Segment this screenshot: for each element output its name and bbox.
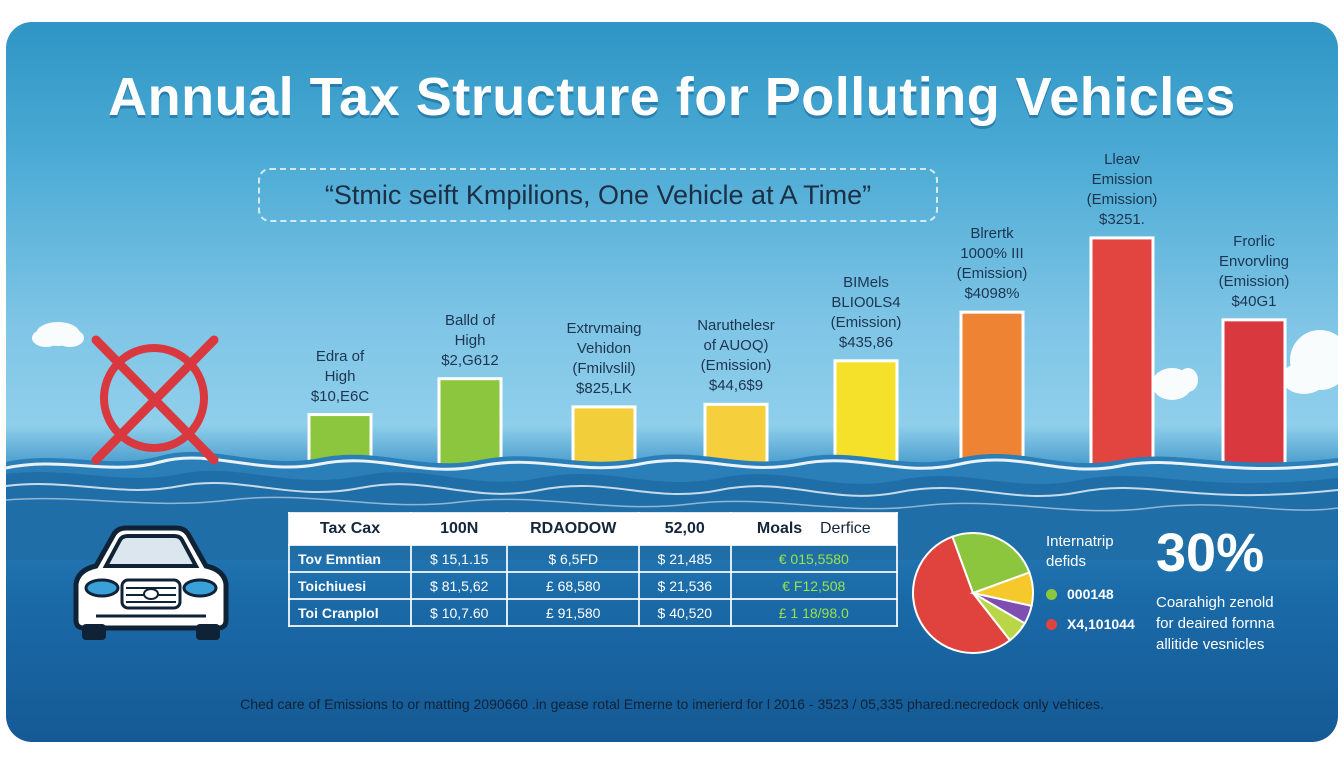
bar-label-line: Extrvmaing: [566, 319, 642, 337]
bar-label-line: (Emission): [830, 313, 902, 331]
legend-label: 000148: [1067, 586, 1114, 602]
bar-label-5: BIMels BLIO0LS4 (Emission) $435,86: [791, 273, 941, 353]
bar-label-7: Lleav Emission (Emission) $3251.: [1047, 150, 1197, 230]
pie-slice-1: [912, 535, 1012, 654]
bar-label-line: Vehidon: [576, 339, 632, 357]
legend-label: X4,101044: [1067, 616, 1135, 632]
bar-label-line: Balld of: [444, 311, 496, 329]
bar-label-line: Lleav: [1104, 150, 1140, 168]
page-title: Annual Tax Structure for Polluting Vehic…: [108, 67, 1236, 127]
table-cell: Toi Cranplol: [288, 598, 412, 627]
table-header-cell: 52,00: [638, 512, 732, 546]
highlight-caption-line: for deaired fornna: [1156, 615, 1275, 632]
bar-label-line: Emission: [1091, 170, 1153, 188]
prohibited-icon: [91, 335, 219, 465]
table-header-cell: RDAODOW: [506, 512, 641, 546]
legend-heading: defids: [1046, 553, 1087, 570]
table-cell: $ 21,485: [638, 544, 732, 573]
bar-label-1: Edra of High $10,E6C: [265, 347, 415, 407]
bar-label-2: Balld of High $2,G612: [395, 311, 545, 371]
bar-8: [1221, 318, 1287, 478]
highlight-caption-line: allitide vesnicles: [1156, 636, 1265, 653]
bar-label-line: $825,LK: [576, 379, 632, 397]
highlight-percentage: 30%: [1156, 523, 1265, 583]
highlight-caption: Coarahigh zenold for deaired fornna alli…: [1156, 592, 1274, 655]
bar-label-line: $2,G612: [441, 351, 499, 369]
car-icon: [73, 525, 229, 640]
bar-label-line: $3251.: [1099, 210, 1145, 228]
bar-label-line: Frorlic: [1233, 232, 1275, 250]
bar-label-line: Naruthelesr: [697, 317, 775, 335]
bar-label-line: BIMels: [843, 273, 889, 291]
bar-label-line: $40G1: [1231, 292, 1277, 310]
bar-label-line: $435,86: [838, 333, 894, 351]
bar-label-line: $4098%: [964, 285, 1020, 303]
table-cell: £ 1 18/98.0: [729, 598, 899, 627]
highlight-caption-line: Coarahigh zenold: [1156, 594, 1274, 611]
pie-legend: Internatrip defids 000148 X4,101044: [1046, 532, 1135, 632]
legend-heading: Internatrip: [1046, 533, 1114, 550]
tagline-box: “Stmic seift Kmpilions, One Vehicle at A…: [258, 168, 938, 222]
footnote: Ched care of Emissions to or matting 209…: [240, 696, 1104, 712]
bar-label-line: Envorvling: [1218, 252, 1290, 270]
bar-label-line: High: [324, 367, 356, 385]
table-header-cell: 100N: [409, 512, 509, 546]
table-cell: € 015,5580: [729, 544, 899, 573]
bar-label-line: (Emission): [1218, 272, 1290, 290]
bar-label-line: (Emission): [956, 265, 1028, 283]
table-cell: $ 10,7.60: [409, 598, 509, 627]
table-row: Toichiuesi $ 81,5,62 £ 68,580 $ 21,536 €…: [288, 571, 899, 600]
bar-label-line: $44,6$9: [708, 377, 764, 395]
bar-label-line: Blrertk: [970, 225, 1014, 243]
bar-label-8: Frorlic Envorvling (Emission) $40G1: [1179, 232, 1329, 312]
table-cell: $ 40,520: [638, 598, 732, 627]
table-cell: € F12,508: [729, 571, 899, 600]
legend-item: X4,101044: [1046, 616, 1135, 632]
table-header-cell-part: Derfice: [819, 520, 871, 537]
table-cell: £ 68,580: [506, 571, 641, 600]
bar-label-line: (Emission): [1086, 190, 1158, 208]
bar-6: [959, 310, 1025, 478]
bar-label-line: High: [454, 331, 486, 349]
bar-label-line: of AUOQ): [703, 337, 769, 355]
legend-swatch-red: [1046, 618, 1057, 630]
bar-label-line: Edra of: [315, 347, 365, 365]
pie-chart: [912, 532, 1034, 654]
tagline: “Stmic seift Kmpilions, One Vehicle at A…: [324, 179, 872, 210]
bar-label-4: Naruthelesr of AUOQ) (Emission) $44,6$9: [661, 316, 811, 396]
table-header-cell-part: Moals: [756, 520, 803, 537]
bar-label-line: (Fmilvslil): [572, 359, 636, 377]
table-cell: $ 6,5FD: [506, 544, 641, 573]
table-row: Tov Emntian $ 15,1.15 $ 6,5FD $ 21,485 €…: [288, 544, 899, 573]
table-cell: Toichiuesi: [288, 571, 412, 600]
bar-label-line: 1000% III: [960, 245, 1024, 263]
table-cell: £ 91,580: [506, 598, 641, 627]
bar-label-line: $10,E6C: [310, 387, 370, 405]
legend-swatch-green: [1046, 588, 1057, 600]
table-header-cell: Tax Cax: [288, 512, 412, 546]
bar-label-6: Blrertk 1000% III (Emission) $4098%: [917, 224, 1067, 304]
table-header-row: Tax Cax 100N RDAODOW 52,00 Moals Derfice: [288, 512, 899, 546]
table-cell: $ 81,5,62: [409, 571, 509, 600]
bar-label-line: BLIO0LS4: [831, 293, 901, 311]
pie-slice-5: [951, 532, 1031, 595]
bar-label-line: (Emission): [700, 357, 772, 375]
tax-table: Tax Cax 100N RDAODOW 52,00 Moals Derfice…: [288, 512, 899, 627]
table-cell: Tov Emntian: [288, 544, 412, 573]
table-row: Toi Cranplol $ 10,7.60 £ 91,580 $ 40,520…: [288, 598, 899, 627]
legend-item: 000148: [1046, 586, 1135, 602]
table-cell: $ 15,1.15: [409, 544, 509, 573]
table-header-cell: Moals Derfice: [729, 512, 899, 546]
table-cell: $ 21,536: [638, 571, 732, 600]
bar-label-3: Extrvmaing Vehidon (Fmilvslil) $825,LK: [529, 319, 679, 399]
